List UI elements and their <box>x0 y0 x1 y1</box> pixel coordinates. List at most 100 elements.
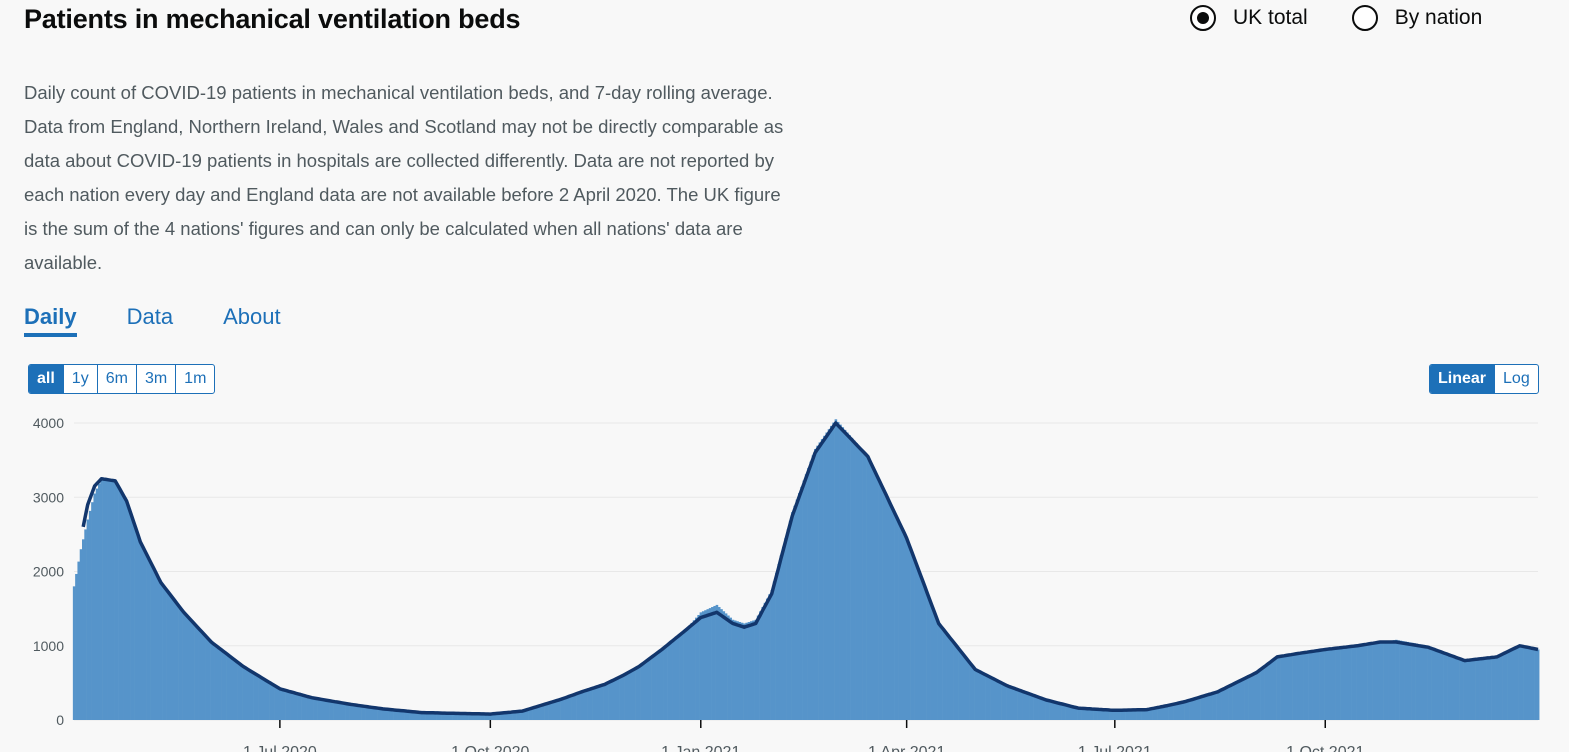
daily-bar <box>1260 669 1263 720</box>
daily-bar <box>518 711 522 720</box>
daily-bar <box>781 546 785 720</box>
daily-bar <box>1294 653 1297 720</box>
radio-selected-icon[interactable] <box>1190 5 1216 31</box>
daily-bar <box>454 713 458 720</box>
radio-by-nation[interactable]: By nation <box>1351 5 1482 31</box>
daily-bar <box>1312 651 1316 720</box>
range-all-button[interactable]: all <box>29 365 63 393</box>
daily-bar <box>649 658 652 720</box>
daily-bar <box>811 455 815 720</box>
daily-bar <box>555 700 559 720</box>
daily-bar <box>1445 653 1448 720</box>
radio-uk-total[interactable]: UK total <box>1190 5 1308 31</box>
daily-bar <box>1477 659 1480 720</box>
daily-bar <box>1433 648 1437 720</box>
daily-bar <box>434 712 437 720</box>
daily-bar <box>679 634 682 720</box>
daily-bars <box>72 419 1540 720</box>
daily-bar <box>891 509 895 720</box>
y-tick-label: 4000 <box>33 415 64 431</box>
scale-selector: Linear Log <box>1429 364 1539 394</box>
daily-bar <box>1314 650 1318 720</box>
daily-bar <box>960 652 963 720</box>
daily-bar <box>1015 689 1018 720</box>
daily-bar <box>765 598 769 720</box>
daily-bar <box>1088 708 1092 720</box>
range-6m-button[interactable]: 6m <box>96 365 136 393</box>
daily-bar <box>443 713 447 720</box>
daily-bar <box>1184 701 1188 720</box>
daily-bar <box>235 661 238 720</box>
daily-bar <box>1470 659 1474 720</box>
daily-bar <box>587 689 591 720</box>
daily-bar <box>1303 652 1307 720</box>
daily-bar <box>1010 687 1014 720</box>
daily-bar <box>297 693 300 720</box>
daily-bar <box>958 649 961 720</box>
daily-bar <box>484 713 488 720</box>
daily-bar <box>1520 646 1524 720</box>
daily-bar <box>1326 649 1329 720</box>
daily-bar <box>1040 698 1044 720</box>
daily-bar <box>207 639 211 720</box>
daily-bar <box>1376 642 1380 720</box>
range-1y-button[interactable]: 1y <box>62 365 97 393</box>
daily-bar <box>745 622 748 720</box>
range-3m-button[interactable]: 3m <box>135 365 175 393</box>
linear-scale-button[interactable]: Linear <box>1430 365 1495 393</box>
daily-bar <box>100 478 103 720</box>
daily-bar <box>880 485 883 720</box>
daily-bar <box>1381 641 1384 720</box>
daily-bar <box>843 429 847 720</box>
daily-bar <box>537 706 540 720</box>
daily-bar <box>1493 657 1496 720</box>
ventilation-chart[interactable]: 0 1000 2000 3000 4000 1 Jul 2020 1 Oct 2020 1 J… <box>0 400 1569 752</box>
daily-bar <box>1006 685 1009 720</box>
daily-bar <box>402 710 405 720</box>
tab-daily[interactable]: Daily <box>24 304 77 337</box>
daily-bar <box>1392 640 1396 720</box>
log-scale-button[interactable]: Log <box>1494 365 1538 393</box>
daily-bar <box>905 538 909 720</box>
daily-bar <box>731 619 735 720</box>
daily-bar <box>932 611 936 720</box>
daily-bar <box>560 699 563 720</box>
tab-data[interactable]: Data <box>126 304 174 329</box>
daily-bar <box>313 698 316 720</box>
tab-about[interactable]: About <box>223 304 281 329</box>
daily-bar <box>759 611 762 720</box>
daily-bar <box>1216 691 1220 720</box>
daily-bar <box>685 628 689 720</box>
daily-bar <box>948 637 952 720</box>
daily-bar <box>697 614 700 720</box>
daily-bar <box>534 706 538 720</box>
daily-bar <box>1523 646 1526 720</box>
daily-bar <box>315 698 318 720</box>
daily-bar <box>168 594 172 720</box>
daily-bar <box>1221 689 1224 720</box>
daily-bar <box>221 650 225 720</box>
range-1m-button[interactable]: 1m <box>175 365 214 393</box>
daily-bar <box>1017 689 1021 720</box>
daily-bar <box>1406 641 1410 720</box>
daily-bar <box>473 713 476 720</box>
daily-bar <box>265 680 268 720</box>
daily-bar <box>1383 641 1387 720</box>
daily-bar <box>1168 705 1172 720</box>
daily-bar <box>255 674 259 720</box>
daily-bar <box>1388 640 1391 720</box>
radio-unselected-icon[interactable] <box>1351 5 1378 31</box>
daily-bar <box>1257 670 1261 720</box>
daily-bar <box>1417 644 1421 720</box>
daily-bar <box>86 519 90 720</box>
daily-bar <box>1077 708 1080 720</box>
daily-bar <box>1038 697 1041 720</box>
daily-bar <box>768 594 771 720</box>
daily-bar <box>1019 690 1023 720</box>
daily-bar <box>1511 649 1515 720</box>
x-tick-label: 1 Oct 2021 <box>1286 744 1364 752</box>
daily-bar <box>873 470 877 720</box>
daily-bar <box>351 704 355 720</box>
daily-bar <box>791 512 794 720</box>
daily-bar <box>203 634 206 720</box>
